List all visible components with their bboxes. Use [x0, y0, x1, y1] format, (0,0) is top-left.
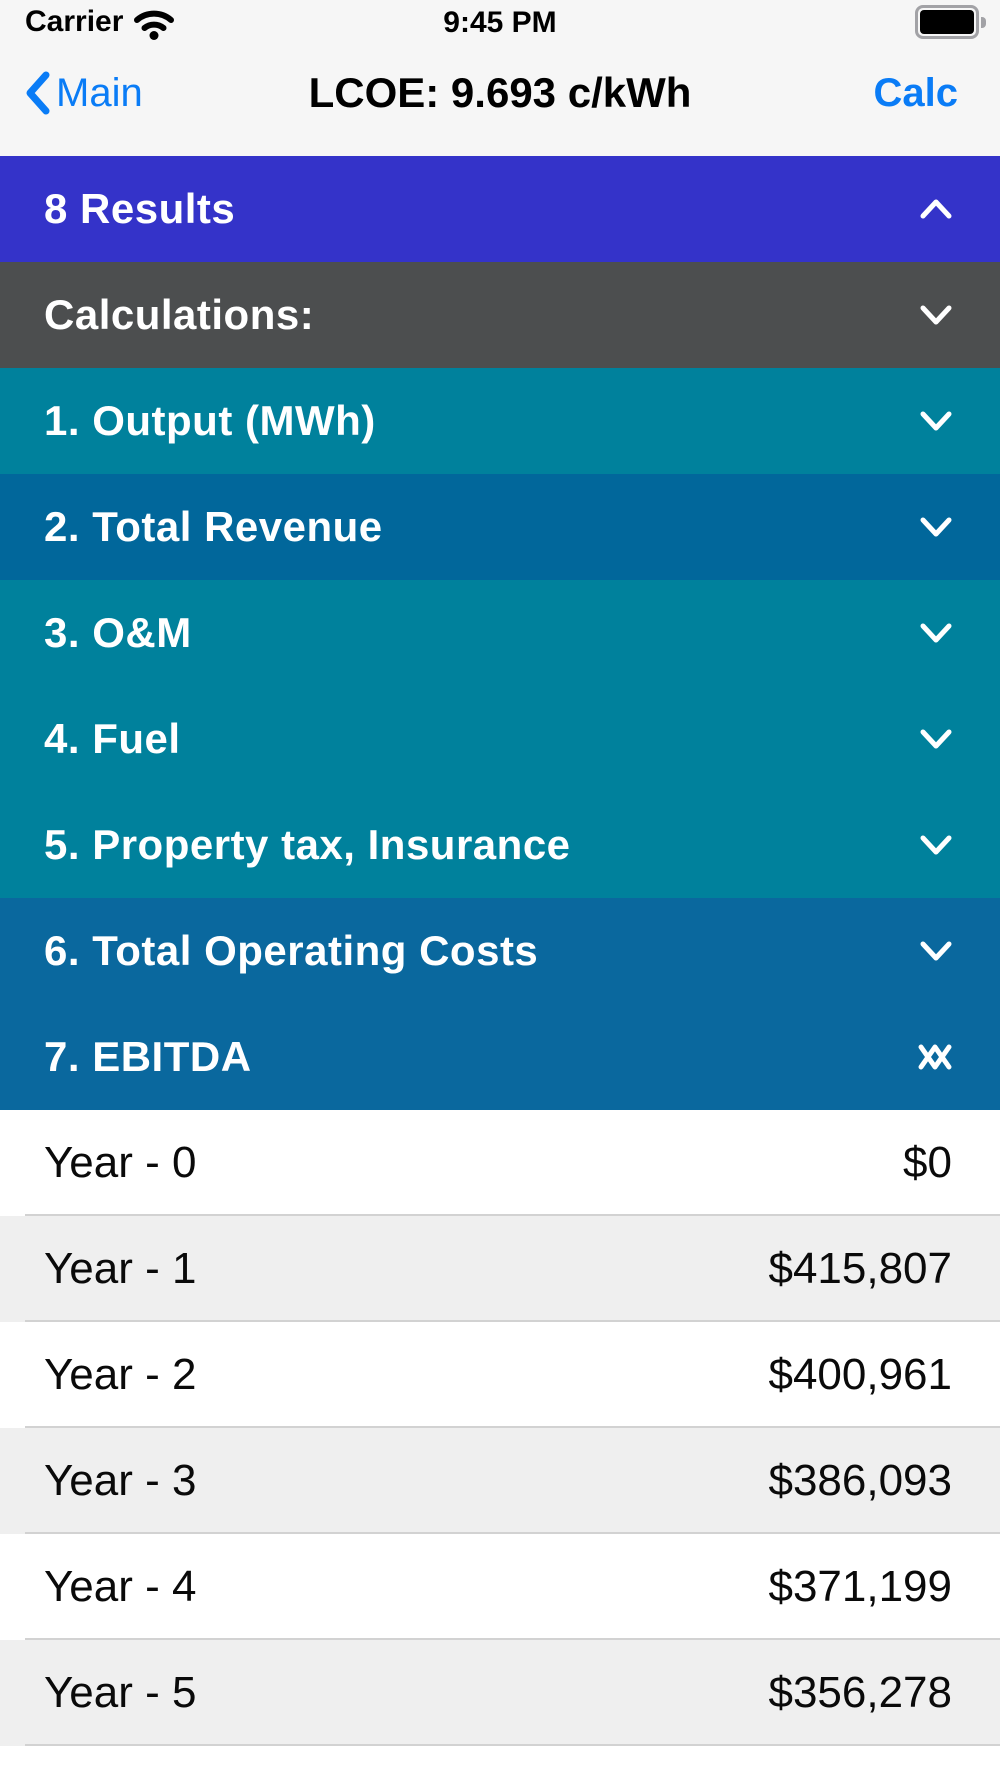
section-header-total-revenue[interactable]: 2. Total Revenue [0, 474, 1000, 580]
chevron-down-icon [920, 305, 952, 325]
battery-full-icon [915, 5, 986, 39]
row-value: $400,961 [768, 1350, 952, 1399]
back-button-label: Main [56, 70, 143, 115]
status-bar: Carrier 9:45 PM [0, 0, 1000, 44]
section-header-output[interactable]: 1. Output (MWh) [0, 368, 1000, 474]
section-label: 7. EBITDA [44, 1033, 252, 1080]
row-label: Year - 3 [44, 1456, 197, 1505]
table-row: Year - 4 $371,199 [0, 1534, 1000, 1640]
page-title: LCOE: 9.693 c/kWh [308, 69, 692, 116]
section-header-property-tax-insurance[interactable]: 5. Property tax, Insurance [0, 792, 1000, 898]
row-value: $371,199 [768, 1562, 952, 1611]
section-label: 3. O&M [44, 609, 192, 656]
chevron-down-icon [920, 835, 952, 855]
back-chevron-icon [26, 71, 50, 115]
row-label: Year - 5 [44, 1668, 197, 1717]
section-label: 6. Total Operating Costs [44, 927, 539, 974]
section-header-om[interactable]: 3. O&M [0, 580, 1000, 686]
chevron-down-icon [920, 729, 952, 749]
chevron-down-icon [920, 411, 952, 431]
results-table: Year - 0 $0 Year - 1 $415,807 Year - 2 $… [0, 1110, 1000, 1746]
table-row: Year - 2 $400,961 [0, 1322, 1000, 1428]
table-row: Year - 0 $0 [0, 1110, 1000, 1216]
table-row: Year - 3 $386,093 [0, 1428, 1000, 1534]
row-value: $0 [903, 1138, 952, 1187]
row-label: Year - 4 [44, 1562, 197, 1611]
section-header-ebitda[interactable]: 7. EBITDA [0, 1004, 1000, 1110]
section-label: 8 Results [44, 185, 236, 232]
row-value: $415,807 [768, 1244, 952, 1293]
row-label: Year - 0 [44, 1138, 197, 1187]
section-header-fuel[interactable]: 4. Fuel [0, 686, 1000, 792]
section-header-results[interactable]: 8 Results [0, 156, 1000, 262]
wifi-icon [134, 10, 175, 40]
section-label: 5. Property tax, Insurance [44, 821, 571, 868]
row-label: Year - 2 [44, 1350, 197, 1399]
section-label: Calculations: [44, 291, 315, 338]
row-label: Year - 1 [44, 1244, 197, 1293]
carrier-label: Carrier [25, 5, 124, 38]
chevron-collapse-icon [918, 1044, 952, 1070]
table-row: Year - 5 $356,278 [0, 1640, 1000, 1746]
chevron-down-icon [920, 941, 952, 961]
chevron-up-icon [920, 199, 952, 219]
section-header-calculations[interactable]: Calculations: [0, 262, 1000, 368]
calc-button[interactable]: Calc [873, 70, 959, 115]
chevron-down-icon [920, 623, 952, 643]
section-label: 4. Fuel [44, 715, 181, 762]
section-label: 2. Total Revenue [44, 503, 383, 550]
section-header-total-operating-costs[interactable]: 6. Total Operating Costs [0, 898, 1000, 1004]
row-value: $356,278 [768, 1668, 952, 1717]
section-label: 1. Output (MWh) [44, 397, 376, 444]
chevron-down-icon [920, 517, 952, 537]
nav-bar: Main LCOE: 9.693 c/kWh Calc [0, 44, 1000, 156]
row-value: $386,093 [768, 1456, 952, 1505]
table-row: Year - 1 $415,807 [0, 1216, 1000, 1322]
back-button[interactable]: Main [22, 69, 143, 117]
bottom-spacer [0, 1746, 1000, 1778]
